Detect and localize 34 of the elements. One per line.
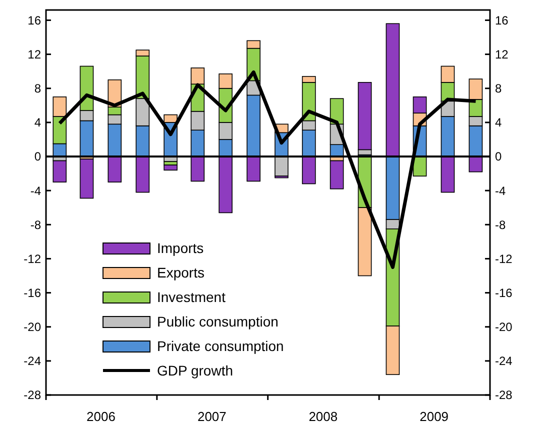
y-tick-label: -4 <box>30 184 42 198</box>
legend-label: GDP growth <box>157 362 233 378</box>
y2-tick-label: -8 <box>495 218 506 232</box>
y-tick-label: -8 <box>30 218 42 232</box>
legend-label: Imports <box>157 240 204 256</box>
y2-tick-label: -16 <box>495 286 513 300</box>
x-tick-label: 2006 <box>86 409 116 424</box>
y-tick-label: 4 <box>34 116 42 130</box>
y2-tick-label: 0 <box>495 150 502 164</box>
y2-tick-label: 8 <box>495 82 502 96</box>
y2-tick-label: 4 <box>495 116 502 130</box>
x-tick-label: 2007 <box>197 409 226 424</box>
y2-tick-label: -28 <box>495 388 513 402</box>
y-tick-label: 12 <box>28 47 42 62</box>
x-tick-label: 2009 <box>420 409 449 424</box>
legend-label: Investment <box>157 288 226 305</box>
y2-tick-label: 12 <box>495 47 509 62</box>
legend-label: Public consumption <box>157 313 278 330</box>
y2-tick-label: -4 <box>495 184 506 198</box>
y-tick-label: -12 <box>24 252 42 266</box>
y2-tick-label: -24 <box>495 354 513 368</box>
y-tick-label: -24 <box>24 354 42 368</box>
y2-tick-label: 16 <box>495 13 509 28</box>
y-tick-label: -28 <box>24 388 42 402</box>
y-tick-label: 8 <box>34 82 42 96</box>
y-tick-label: 16 <box>28 13 42 28</box>
legend-label: Private consumption <box>157 338 284 354</box>
x-tick-label: 2008 <box>308 409 338 424</box>
y-tick-label: -16 <box>24 286 42 300</box>
y-tick-label: 0 <box>34 150 42 164</box>
y2-tick-label: -12 <box>495 252 513 266</box>
y2-tick-label: -20 <box>495 320 513 334</box>
y-tick-label: -20 <box>24 320 42 334</box>
legend-label: Exports <box>157 264 204 280</box>
